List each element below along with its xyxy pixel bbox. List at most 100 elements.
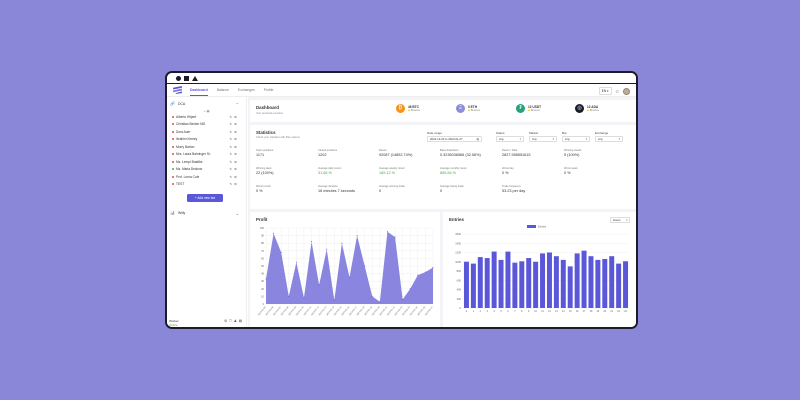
bot-item[interactable]: Mrs. Laura Bahringer Sr. ✎⚙ xyxy=(167,151,246,159)
coin-amount: 0 ETH xyxy=(468,105,478,109)
status-dot xyxy=(172,153,174,156)
add-icon[interactable]: + xyxy=(204,109,206,113)
bot-name: Ms. Lempi Bradtke xyxy=(176,159,203,164)
gear-icon[interactable]: ⚙ xyxy=(234,152,239,157)
group-header-willy[interactable]: 📊 Willy ⌄ xyxy=(167,206,246,217)
gear-icon[interactable]: ⚙ xyxy=(224,319,230,323)
gear-icon[interactable]: ⚙ xyxy=(234,129,239,134)
metric-label: Return xyxy=(379,149,387,152)
metric-value: 0 % xyxy=(502,171,509,175)
gear-icon[interactable]: ⚙ xyxy=(234,159,239,164)
document-icon[interactable]: ▤ xyxy=(238,319,244,323)
coin-text: 46 BTC ◆ Binance xyxy=(408,105,420,112)
data-point xyxy=(341,242,343,244)
filter-value: Any xyxy=(598,137,603,141)
chevron-down-icon[interactable]: ⌄ xyxy=(235,210,239,216)
bot-name: Ms. Maria Deckow xyxy=(176,167,203,172)
data-point xyxy=(288,295,290,297)
bot-name: Prof. Lorna Cole xyxy=(176,174,200,179)
nav-dashboard[interactable]: Dashboard xyxy=(190,85,208,96)
phone-icon[interactable]: ✆ xyxy=(615,88,619,94)
user-name: Worker xyxy=(169,319,179,323)
bot-item[interactable]: Alberto Hilpert ✎⚙ xyxy=(167,113,246,121)
y-tick-label: 100 xyxy=(260,226,265,230)
edit-icon[interactable]: ✎ xyxy=(229,167,235,172)
avatar[interactable] xyxy=(623,87,630,95)
edit-icon[interactable]: ✎ xyxy=(229,114,235,119)
bot-tools: ✎⚙ xyxy=(229,145,239,149)
filter-select[interactable]: Any ▾ xyxy=(595,136,623,142)
edit-icon[interactable]: ✎ xyxy=(229,174,235,179)
nav-profile[interactable]: Profile xyxy=(263,88,274,92)
bot-item[interactable]: Ibrahim Kinney ✎⚙ xyxy=(167,136,246,144)
entries-bar xyxy=(616,263,622,308)
language-select[interactable]: EN ▾ xyxy=(598,87,612,95)
edit-icon[interactable]: ✎ xyxy=(229,152,235,157)
filter-select[interactable]: Any ▾ xyxy=(562,136,590,142)
bot-item[interactable]: Prof. Lorna Cole ✎⚙ xyxy=(167,173,246,181)
coin-text: 0 ETH ◆ Binance xyxy=(468,105,480,112)
coin-exchange: ◆ Binance xyxy=(468,109,480,112)
bot-item[interactable]: Ms. Maria Deckow ✎⚙ xyxy=(167,166,246,174)
group-header-dca[interactable]: 🔗 DCA ⌃ xyxy=(167,97,246,108)
x-tick-label: 19 xyxy=(597,310,600,313)
binance-icon: ◆ xyxy=(587,109,590,112)
app-logo-icon[interactable] xyxy=(173,86,182,94)
gear-icon[interactable]: ⚙ xyxy=(234,174,239,179)
chevron-up-icon[interactable]: ⌃ xyxy=(235,101,239,107)
bot-item[interactable]: TEST ✎⚙ xyxy=(167,181,246,189)
metric: Return / Risk 2827.958551615 xyxy=(502,149,531,157)
bot-item[interactable]: Dora Auer ✎⚙ xyxy=(167,128,246,136)
coin-amount: 12 USDT xyxy=(528,105,542,109)
data-point xyxy=(417,274,419,276)
gear-icon[interactable]: ⚙ xyxy=(234,167,239,172)
shield-icon[interactable]: ⛉ xyxy=(229,319,234,323)
edit-icon[interactable]: ✎ xyxy=(229,159,235,164)
period-dropdown[interactable]: Hours ▾ xyxy=(610,217,630,223)
nav-exchanges[interactable]: Exchanges xyxy=(237,88,255,92)
edit-icon[interactable]: ✎ xyxy=(229,182,235,187)
gear-icon[interactable]: ⚙ xyxy=(234,137,239,142)
statistics-title: Statistics xyxy=(256,130,276,135)
add-new-bot-button[interactable]: + Add new bot xyxy=(187,194,223,202)
grid-icon[interactable]: ▦ xyxy=(206,109,210,113)
user-icon[interactable]: ♟ xyxy=(233,319,239,323)
entries-bar xyxy=(546,252,552,308)
filter-select[interactable]: Any ▾ xyxy=(529,136,557,142)
status-dot xyxy=(172,123,174,126)
x-tick-label: 2023-01-05 xyxy=(258,306,267,316)
data-point xyxy=(349,276,350,278)
data-point xyxy=(333,299,335,301)
gear-icon[interactable]: ⚙ xyxy=(234,114,239,119)
edit-icon[interactable]: ✎ xyxy=(229,129,235,134)
metric-value: 0.3236036566 (32.56%) xyxy=(440,153,481,157)
metric: Average losing trade 0 xyxy=(440,185,464,193)
metric-value: 0 xyxy=(379,189,382,193)
status-dot xyxy=(172,130,174,133)
gear-icon[interactable]: ⚙ xyxy=(234,182,239,187)
data-point xyxy=(409,288,411,290)
profit-chart-card: Profit 0 10 20 30 40 50 60 70 80 90 100 2023-01-05 2… xyxy=(250,212,440,327)
coin-icon: ₮ xyxy=(516,104,525,113)
y-tick-label: 400 xyxy=(457,288,462,292)
metric-label: Average winning trade xyxy=(379,185,405,188)
filter-select[interactable]: 2022-12-20 to 2023-01-27 ▦ xyxy=(427,136,482,142)
edit-icon[interactable]: ✎ xyxy=(229,137,235,142)
edit-icon[interactable]: ✎ xyxy=(229,122,235,127)
nav-balance[interactable]: Balance xyxy=(216,88,229,92)
metric-label: Open positions xyxy=(256,149,274,152)
x-tick-label: 0 xyxy=(466,310,468,313)
entries-bar xyxy=(595,259,601,308)
status-dot xyxy=(172,183,174,186)
y-tick-label: 0 xyxy=(460,306,462,310)
bot-item[interactable]: Murry Barton ✎⚙ xyxy=(167,143,246,151)
bot-item[interactable]: Ms. Lempi Bradtke ✎⚙ xyxy=(167,158,246,166)
bot-item[interactable]: Christian Becker MD ✎⚙ xyxy=(167,121,246,129)
coin-balance: ◎ 12 ADA ◆ Binance xyxy=(575,104,599,113)
metric: Winning weeks 5 (100%) xyxy=(564,149,581,157)
gear-icon[interactable]: ⚙ xyxy=(234,144,239,149)
filter-select[interactable]: Any ▾ xyxy=(496,136,524,142)
edit-icon[interactable]: ✎ xyxy=(229,144,235,149)
entries-bar xyxy=(609,256,615,308)
gear-icon[interactable]: ⚙ xyxy=(234,122,239,127)
